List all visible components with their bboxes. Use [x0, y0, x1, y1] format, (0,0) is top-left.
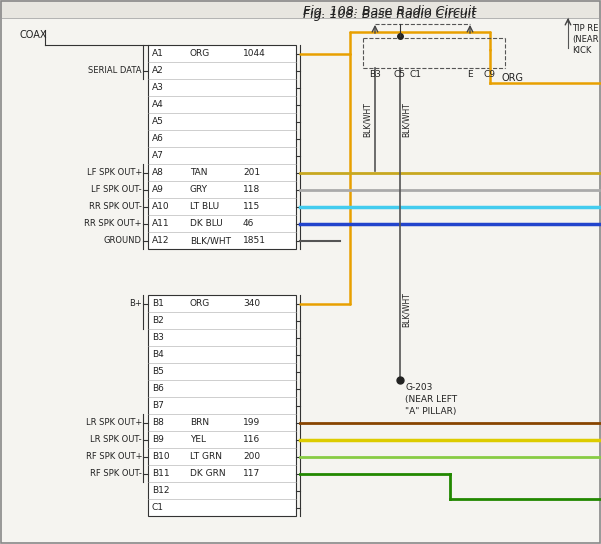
Text: A11: A11 [152, 219, 169, 228]
Text: C1: C1 [409, 70, 421, 79]
Text: A6: A6 [152, 134, 164, 143]
Text: B11: B11 [152, 469, 169, 478]
Text: LR SPK OUT-: LR SPK OUT- [90, 435, 142, 444]
Text: 340: 340 [243, 299, 260, 308]
Text: A2: A2 [152, 66, 163, 75]
Text: C5: C5 [394, 70, 406, 79]
Text: 200: 200 [243, 452, 260, 461]
Text: Fig. 108: Base Radio Circuit: Fig. 108: Base Radio Circuit [304, 5, 477, 18]
Text: B10: B10 [152, 452, 169, 461]
Text: BRN: BRN [190, 418, 209, 427]
Text: 46: 46 [243, 219, 254, 228]
Text: A8: A8 [152, 168, 164, 177]
Text: 115: 115 [243, 202, 260, 211]
Text: B7: B7 [152, 401, 164, 410]
Text: YEL: YEL [190, 435, 206, 444]
Text: 116: 116 [243, 435, 260, 444]
Text: TIP RE
(NEAR
KICK: TIP RE (NEAR KICK [572, 24, 599, 55]
Text: B3: B3 [152, 333, 164, 342]
Text: 199: 199 [243, 418, 260, 427]
Text: B9: B9 [152, 435, 164, 444]
Text: A4: A4 [152, 100, 163, 109]
Text: LF SPK OUT-: LF SPK OUT- [91, 185, 142, 194]
Text: B8: B8 [152, 418, 164, 427]
Text: RF SPK OUT+: RF SPK OUT+ [85, 452, 142, 461]
Text: GROUND: GROUND [104, 236, 142, 245]
Text: B2: B2 [152, 316, 163, 325]
Text: BLK/WHT: BLK/WHT [190, 236, 231, 245]
Text: A12: A12 [152, 236, 169, 245]
Text: 1044: 1044 [243, 49, 266, 58]
Text: G-203
(NEAR LEFT
"A" PILLAR): G-203 (NEAR LEFT "A" PILLAR) [405, 383, 457, 416]
Text: B+: B+ [129, 299, 142, 308]
Text: DK BLU: DK BLU [190, 219, 223, 228]
Text: B6: B6 [152, 384, 164, 393]
Text: ORG: ORG [502, 73, 524, 83]
Text: BLK/WHT: BLK/WHT [402, 293, 411, 327]
Text: SERIAL DATA: SERIAL DATA [88, 66, 142, 75]
Text: RR SPK OUT+: RR SPK OUT+ [85, 219, 142, 228]
Text: C1: C1 [152, 503, 164, 512]
Text: A3: A3 [152, 83, 164, 92]
Bar [0, 0, 601, 18]
Text: Fig. 108: Base Radio Circuit: Fig. 108: Base Radio Circuit [304, 8, 477, 21]
Text: BLK/WHT: BLK/WHT [402, 103, 411, 138]
Text: A5: A5 [152, 117, 164, 126]
Text: COAX: COAX [20, 30, 47, 40]
Bar [148, 295, 296, 516]
Text: LF SPK OUT+: LF SPK OUT+ [87, 168, 142, 177]
Text: LT BLU: LT BLU [190, 202, 219, 211]
Text: BLK/WHT: BLK/WHT [363, 103, 372, 138]
Text: A10: A10 [152, 202, 169, 211]
Text: 1851: 1851 [243, 236, 266, 245]
Text: B1: B1 [152, 299, 164, 308]
Text: B12: B12 [152, 486, 169, 495]
Bar [148, 45, 296, 249]
Text: TAN: TAN [190, 168, 207, 177]
Text: 117: 117 [243, 469, 260, 478]
Text: A1: A1 [152, 49, 164, 58]
Text: LR SPK OUT+: LR SPK OUT+ [86, 418, 142, 427]
Text: B5: B5 [152, 367, 164, 376]
Text: DK GRN: DK GRN [190, 469, 225, 478]
Text: RR SPK OUT-: RR SPK OUT- [89, 202, 142, 211]
Text: LT GRN: LT GRN [190, 452, 222, 461]
Text: 118: 118 [243, 185, 260, 194]
Text: A9: A9 [152, 185, 164, 194]
Text: B4: B4 [152, 350, 163, 359]
Text: A7: A7 [152, 151, 164, 160]
Text: B3: B3 [369, 70, 381, 79]
Text: C9: C9 [484, 70, 496, 79]
Text: ORG: ORG [190, 49, 210, 58]
Text: RF SPK OUT-: RF SPK OUT- [90, 469, 142, 478]
Text: E: E [467, 70, 473, 79]
Text: ORG: ORG [190, 299, 210, 308]
Text: 201: 201 [243, 168, 260, 177]
Text: GRY: GRY [190, 185, 208, 194]
